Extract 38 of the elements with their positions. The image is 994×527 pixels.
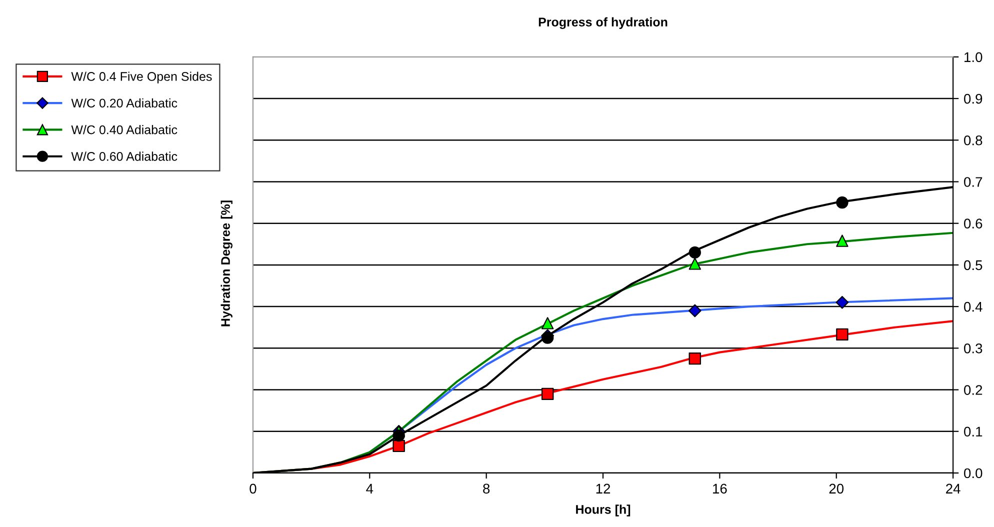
y-tick-label: 1.0	[964, 52, 982, 62]
y-tick-label: 0.8	[964, 135, 982, 146]
point	[688, 258, 702, 270]
point	[392, 440, 405, 452]
point	[836, 234, 848, 247]
y-axis-title: Hydration Degree [%]	[220, 200, 232, 326]
y-tick-label: 0.9	[964, 94, 982, 104]
y-tick-label: 0.4	[964, 302, 982, 312]
point	[836, 296, 849, 309]
x-tick-label: 0	[250, 484, 256, 494]
point	[392, 429, 405, 442]
y-tick-label: 0.1	[964, 426, 982, 437]
point	[836, 196, 848, 209]
x-tick-label: 8	[483, 484, 490, 494]
x-tick-label: 12	[596, 484, 610, 494]
x-tick-label: 20	[829, 484, 844, 494]
x-axis-title: Hours [h]	[576, 504, 630, 516]
point	[688, 352, 702, 365]
y-tick-label: 0.5	[964, 260, 982, 270]
point	[541, 317, 554, 330]
point	[541, 332, 554, 344]
legend-label: W/C 0.4 Five Open Sides	[71, 72, 212, 84]
point	[836, 328, 848, 341]
y-tick-label: 0.6	[964, 218, 982, 229]
legend-label: W/C 0.60 Adiabatic	[71, 152, 178, 161]
point	[541, 388, 554, 400]
y-tick-label: 0.7	[964, 177, 982, 187]
chart-title: Progress of hydration	[538, 17, 668, 30]
x-tick-label: 24	[946, 484, 960, 494]
legend-label: W/C 0.40 Adiabatic	[71, 125, 178, 134]
x-tick-label: 4	[366, 484, 374, 494]
y-tick-label: 0.0	[964, 468, 982, 478]
point	[688, 246, 702, 259]
y-tick-label: 0.2	[964, 385, 982, 395]
point	[688, 304, 702, 318]
x-tick-label: 16	[713, 484, 727, 494]
legend-label: W/C 0.20 Adiabatic	[71, 98, 178, 108]
y-tick-label: 0.3	[964, 343, 982, 354]
